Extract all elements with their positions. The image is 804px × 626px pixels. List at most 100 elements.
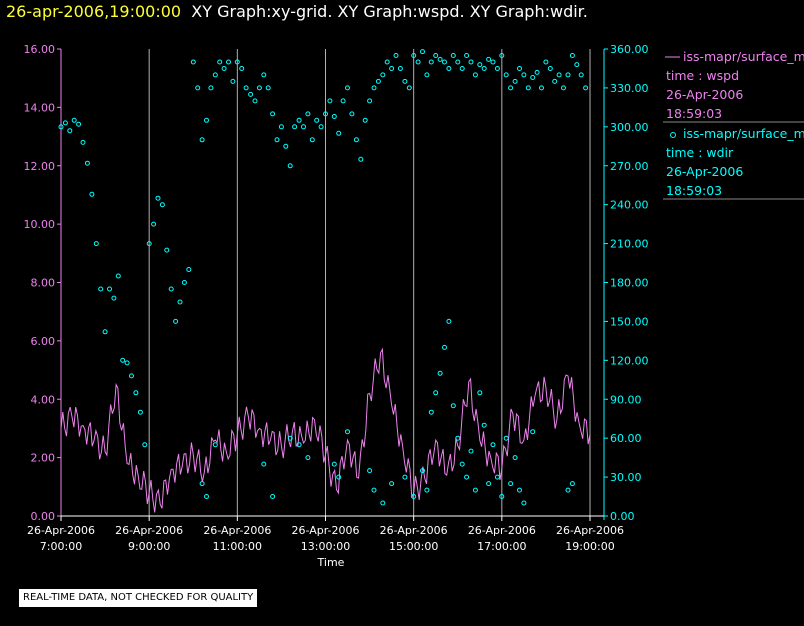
wdir-point [270,494,276,499]
wdir-point [428,409,434,415]
wdir-point [402,474,408,480]
y-right-ticks: 0.00 30.00 60.00 90.00 120.00 150.00 180.00 210… [604,43,649,523]
wdir-point [472,487,478,493]
wspd-line [60,347,591,513]
x-tick-time: 11:00:00 [213,540,262,553]
wdir-point [508,85,514,91]
wdir-point [380,500,386,506]
wdir-point [226,59,231,65]
wdir-point [62,120,68,126]
wdir-point [252,98,258,104]
wdir-point [256,85,262,91]
legend-circle-marker [670,132,676,138]
wdir-point [433,390,439,396]
wdir-point [221,66,227,71]
wdir-point [76,121,82,127]
y-left-ticks: 0.00 2.00 4.00 6.00 8.00 10.00 12.00 14.00 16.00 [24,43,61,523]
wdir-point [389,66,395,71]
wdir-point [583,85,589,91]
wdir-point [58,124,64,130]
vertical-gridlines [148,49,591,516]
x-tick-time: 9:00:00 [128,540,170,553]
wdir-point [199,137,205,143]
wdir-point [424,487,430,493]
y-right-tick-label: 30.00 [610,471,642,484]
wdir-point [84,160,90,166]
wdir-point [212,72,218,78]
legend-series-name: iss-mapr/surface_m [683,126,804,141]
wdir-point [208,85,214,91]
wdir-point [375,78,381,84]
wdir-point [517,487,522,493]
y-left-tick-label: 14.00 [24,101,56,114]
wdir-point [561,85,566,91]
wdir-point [212,442,218,448]
wdir-point [89,191,95,197]
wdir-point [490,59,496,65]
wdir-point [331,114,337,119]
wdir-point [340,98,346,104]
wdir-point [93,241,99,247]
y-left-tick-label: 4.00 [31,393,56,406]
wdir-point [406,85,412,91]
wdir-point [446,66,452,71]
y-left-tick-label: 12.00 [24,160,56,173]
x-tick-time: 17:00:00 [477,540,526,553]
wdir-point [530,429,536,435]
wdir-point [442,344,447,350]
wdir-point [433,53,439,58]
wdir-point [124,360,130,366]
wdir-point [437,370,443,376]
y-left-tick-label: 0.00 [31,510,56,523]
wdir-point [539,85,544,91]
wdir-point [217,59,223,65]
wdir-point [345,85,350,91]
legend-variable: time : wspd [666,68,739,83]
wdir-point [67,128,73,134]
legend-date: 26-Apr-2006 [666,87,743,102]
wdir-point [499,494,505,499]
wdir-point [243,85,249,91]
y-right-tick-label: 0.00 [610,510,635,523]
wdir-point [323,111,328,117]
wdir-point [336,130,342,136]
x-tick-time: 7:00:00 [40,540,82,553]
wdir-point [190,59,196,65]
wdir-point [111,295,117,301]
chart-title-bar: 26-apr-2006,19:00:00 XY Graph:xy-grid. X… [6,0,588,24]
wdir-point [402,78,408,84]
wdir-point [115,273,121,279]
wdir-point [177,299,183,305]
wdir-point [120,357,126,363]
wdir-point [204,494,209,499]
wdir-point [265,85,271,91]
chart-axes [60,49,605,520]
legend-variable: time : wdir [666,145,734,160]
x-tick-time: 19:00:00 [565,540,614,553]
wdir-point [521,500,527,506]
wdir-point [481,422,487,428]
y-left-tick-label: 2.00 [31,452,56,465]
wdir-point [270,111,276,117]
wdir-point [512,455,518,461]
wdir-point [424,72,430,78]
wdir-point [102,329,108,335]
wdir-point [415,59,421,65]
wdir-point [367,468,373,474]
wdir-point [301,124,306,130]
wdir-point [450,403,456,409]
wdir-point [552,78,558,84]
wdir-point [204,117,209,123]
wdir-point [420,468,425,474]
wdir-point [397,66,403,71]
legend-time: 18:59:03 [666,183,722,198]
wdir-point [565,487,571,493]
wdir-point [168,286,174,292]
wdir-point [525,85,531,91]
wdir-point [455,59,461,65]
wdir-point [155,195,161,201]
wdir-point [411,53,417,58]
y-left-tick-label: 6.00 [31,335,56,348]
wdir-point [292,124,298,130]
wdir-point [380,72,386,78]
